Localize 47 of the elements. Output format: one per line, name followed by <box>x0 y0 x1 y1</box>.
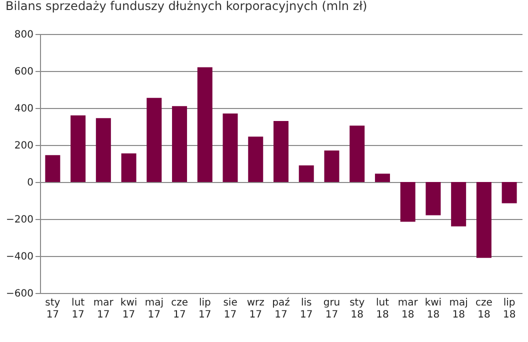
bar <box>274 120 288 182</box>
y-tick-label: −400 <box>6 252 34 262</box>
bar <box>248 136 264 182</box>
y-tick-label: 200 <box>14 140 34 152</box>
bar <box>172 106 188 182</box>
bar <box>476 182 492 258</box>
x-tick-label: maj 18 <box>449 298 468 320</box>
x-tick-label: paź 17 <box>272 296 290 320</box>
bar <box>374 174 390 182</box>
bar <box>324 150 340 182</box>
x-tick-label: lis 17 <box>300 298 313 320</box>
x-tick-label: mar 17 <box>93 298 114 320</box>
x-tick-label: cze 17 <box>171 298 188 320</box>
x-tick-label: cze 18 <box>475 298 492 320</box>
x-tick-label: wrz 17 <box>246 298 264 320</box>
bar <box>70 115 86 182</box>
bar <box>298 165 314 182</box>
bar <box>400 182 416 222</box>
y-tick-label: 400 <box>14 104 34 114</box>
bar <box>197 67 212 182</box>
x-tick-label: sie 17 <box>223 298 238 320</box>
bar <box>451 182 466 226</box>
y-tick-label: 800 <box>14 30 34 40</box>
x-tick-label: sty 17 <box>45 298 60 320</box>
x-tick-label: lip 18 <box>502 298 516 320</box>
bar <box>426 182 441 216</box>
bar <box>96 118 111 182</box>
y-tick-label: 600 <box>14 66 34 78</box>
bar <box>45 155 60 182</box>
bar <box>146 98 162 182</box>
y-tick-label: −200 <box>6 214 34 226</box>
bar <box>502 182 517 204</box>
x-tick-label: lut 17 <box>72 298 85 320</box>
x-tick-label: gru 17 <box>323 298 340 320</box>
y-tick-label: −600 <box>6 288 34 300</box>
y-tick-label: 0 <box>27 178 34 188</box>
bar <box>350 126 365 182</box>
x-tick-label: sty 18 <box>350 298 365 320</box>
x-tick-label: mar 18 <box>398 298 419 320</box>
x-tick-label: kwi 17 <box>120 298 138 320</box>
x-tick-label: lip 17 <box>198 298 212 320</box>
x-tick-label: kwi 18 <box>424 298 442 320</box>
bar <box>222 114 238 182</box>
x-tick-label: lut 18 <box>376 298 390 320</box>
chart-title: Bilans sprzedaży funduszy dłużnych korporacyjnych (mln zł) <box>6 0 368 13</box>
x-tick-label: maj 17 <box>144 298 164 320</box>
bar <box>121 153 136 182</box>
